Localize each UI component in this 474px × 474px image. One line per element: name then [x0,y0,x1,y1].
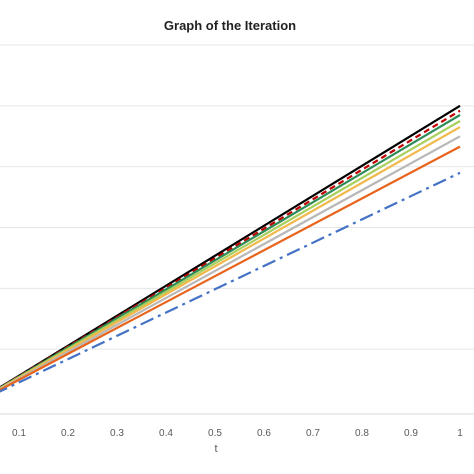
x-tick-label: 0.8 [355,428,369,439]
series-line-7 [0,145,461,392]
x-tick-label: 0.2 [61,428,75,439]
x-axis-label: t [214,443,217,455]
x-tick-label: 0.4 [159,428,173,439]
x-tick-label: 0.6 [257,428,271,439]
series-line-6 [0,135,461,391]
gridlines [0,44,474,415]
x-tick-labels: 0.1 0.2 0.3 0.4 0.5 0.6 0.7 0.8 0.9 1 [12,428,463,439]
x-tick-label: 0.3 [110,428,124,439]
series-lines [0,104,461,393]
x-tick-label: 0.7 [306,428,320,439]
x-tick-label: 0.5 [208,428,222,439]
x-tick-label: 0.1 [12,428,26,439]
x-tick-label: 0.9 [404,428,418,439]
series-line-5 [0,126,461,390]
series-line-8 [0,171,461,393]
x-tick-label: 1 [457,428,463,439]
chart-title: Graph of the Iteration [164,18,296,33]
